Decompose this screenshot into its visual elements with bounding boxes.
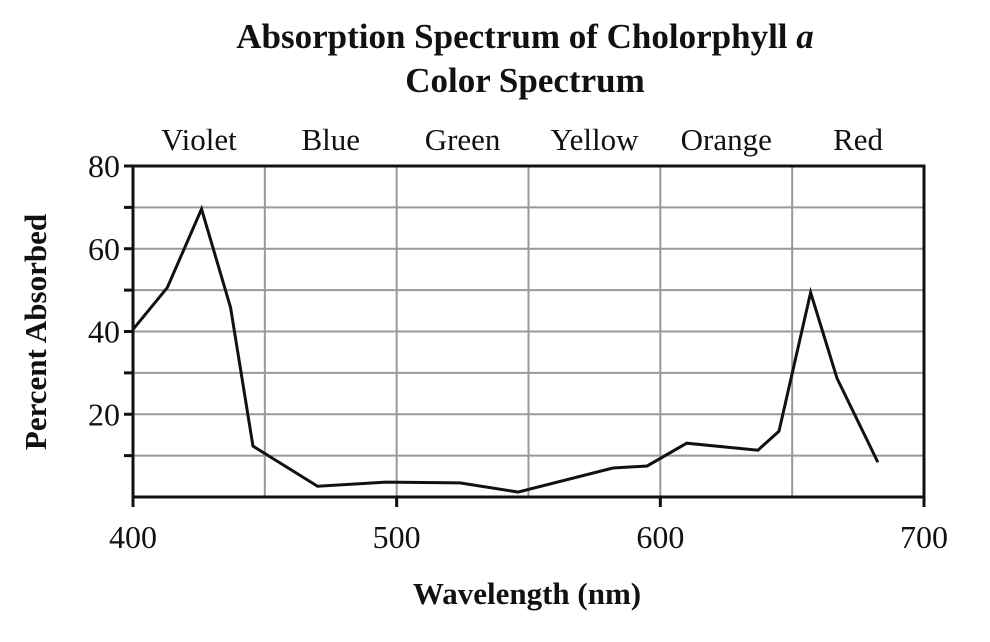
y-axis-label: Percent Absorbed [18, 214, 53, 450]
color-band-label: Orange [681, 122, 772, 157]
x-tick-label: 400 [109, 519, 157, 555]
chart-title-text: Absorption Spectrum of Cholorphyll [236, 17, 788, 56]
color-band-label: Blue [301, 122, 360, 157]
y-tick-label: 40 [88, 314, 120, 350]
y-tick-label: 80 [88, 148, 120, 184]
y-tick-label: 20 [88, 396, 120, 432]
y-tick-label: 60 [88, 231, 120, 267]
x-tick-label: 500 [373, 519, 421, 555]
color-band-label: Violet [161, 122, 237, 157]
chart-title: Absorption Spectrum of Cholorphyll a [0, 18, 990, 56]
color-band-label: Red [833, 122, 883, 157]
color-band-label: Yellow [550, 122, 639, 157]
chart-title-italic: a [796, 17, 814, 56]
x-tick-label: 700 [900, 519, 948, 555]
x-tick-label: 600 [636, 519, 684, 555]
absorption-line [131, 204, 880, 494]
chart-subtitle: Color Spectrum [405, 61, 645, 100]
x-axis-label: Wavelength (nm) [413, 576, 641, 611]
color-band-label: Green [425, 122, 501, 157]
